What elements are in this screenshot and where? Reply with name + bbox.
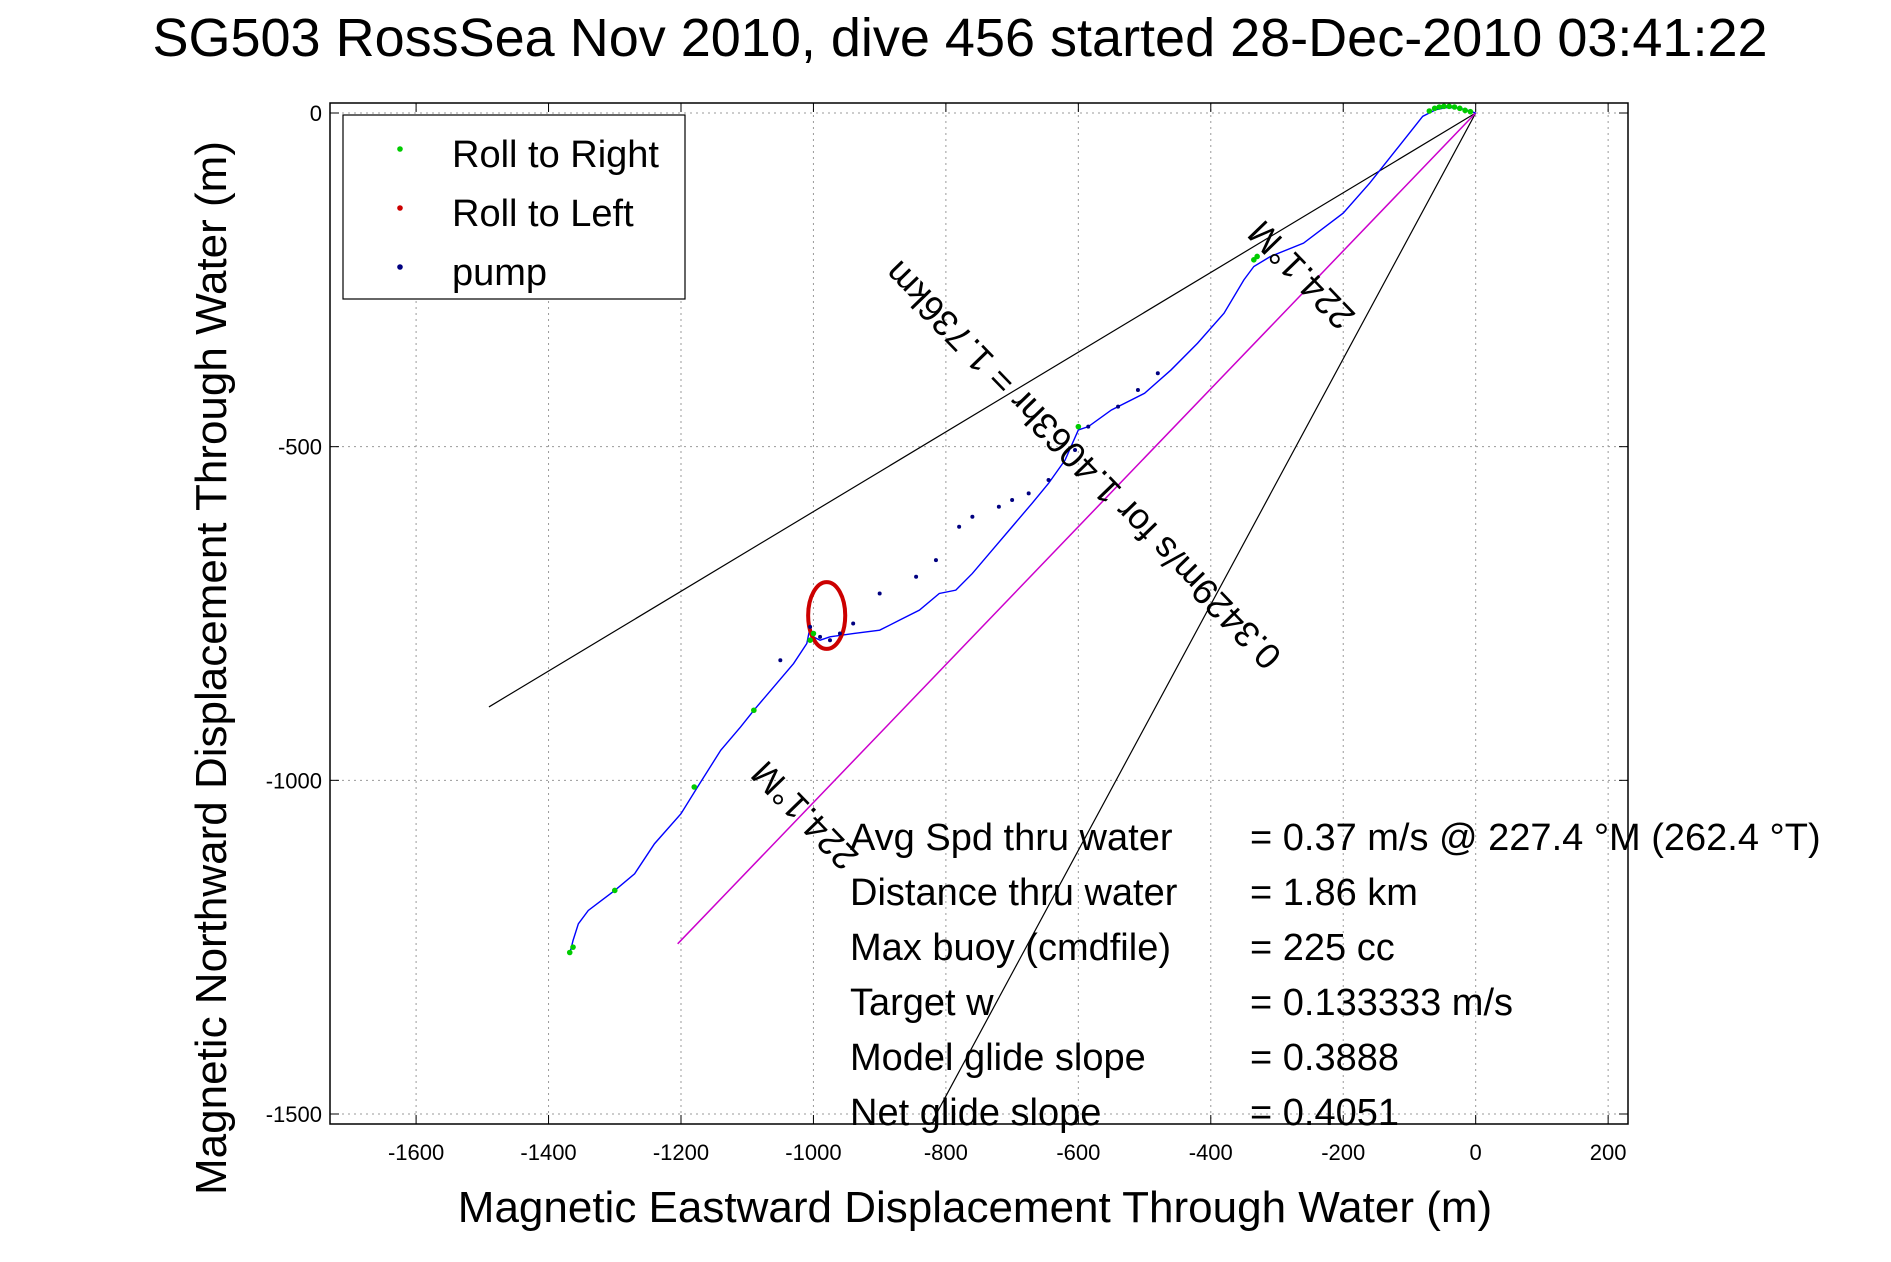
stat-value: = 225 cc [1250,927,1395,969]
legend-label: Roll to Left [452,193,634,235]
chart-title: SG503 RossSea Nov 2010, dive 456 started… [152,8,1767,68]
roll-right-point [751,707,757,714]
pump-point [1135,387,1140,392]
roll-right-point [570,944,576,950]
roll-right-point [810,630,817,637]
roll-right-point [1456,105,1463,112]
pump-point [1073,448,1078,453]
pump-point [837,631,842,636]
stat-value: = 0.133333 m/s [1250,982,1513,1024]
stat-value: = 1.86 km [1250,872,1418,914]
roll-right-point [1431,105,1438,112]
pump-point [1155,371,1160,376]
x-tick-label: -600 [1056,1140,1100,1165]
pump-point [877,591,882,596]
y-tick-label: -1500 [266,1102,322,1127]
roll-right-point [1436,104,1443,110]
legend-label: Roll to Right [452,134,659,176]
cone-line [488,112,1476,708]
stat-label: Net glide slope [850,1092,1101,1134]
roll-right-point [1446,103,1452,110]
legend: Roll to Right Roll to Left pump [342,114,686,300]
pump-point [957,524,962,529]
heading-line [677,112,1477,945]
pump-point [1116,404,1121,409]
pump-point [1086,424,1091,429]
stat-label: Distance thru water [850,872,1178,914]
stat-label: Target w [850,982,994,1024]
axis-ticks: -1600 -1400 -1200 -1000 -800 -600 -400 -200 0 200… [266,101,1628,1165]
pump-point [1046,478,1051,483]
roll-right-point [1467,108,1474,115]
pump-point [970,514,975,519]
stat-value: = 0.4051 [1250,1092,1399,1134]
pump-point [933,558,938,563]
stat-label: Max buoy (cmdfile) [850,927,1171,969]
stat-label: Model glide slope [850,1037,1146,1079]
x-tick-label: 0 [1470,1140,1482,1165]
x-tick-label: -1200 [653,1140,709,1165]
y-tick-label: 0 [310,101,322,126]
roll-right-point [1451,104,1458,110]
roll-right-point [1462,107,1468,114]
plot-frame [329,102,1629,1125]
grid [330,103,1628,1124]
legend-label: pump [452,252,547,294]
y-axis-label: Magnetic Northward Displacement Through … [187,141,236,1195]
roll-right-point [691,784,698,790]
y-tick-label: -500 [278,435,322,460]
x-tick-label: -400 [1189,1140,1233,1165]
roll-right-point [566,949,573,956]
cone-line [932,112,1477,1121]
legend-marker [397,205,403,211]
marker-layer [566,103,1474,956]
stat-label: Avg Spd thru water [850,817,1173,859]
roll-right-point [611,887,618,894]
pump-point [778,658,783,663]
pump-point [1026,491,1031,496]
roll-right-point [1251,257,1257,263]
roll-left-loop [806,580,848,651]
legend-marker [397,146,403,152]
x-axis-label: Magnetic Eastward Displacement Through W… [458,1183,1492,1232]
roll-right-point [1426,108,1433,114]
heading-annotation: 224.1°M [1240,213,1363,338]
legend-marker [397,264,403,270]
pump-point [914,574,919,579]
x-tick-label: -1400 [520,1140,576,1165]
pump-point [827,638,832,643]
pump-point [808,624,813,629]
track-layer [569,106,1476,955]
x-tick-label: -800 [924,1140,968,1165]
pump-point [996,504,1001,509]
x-tick-label: -1000 [785,1140,841,1165]
reference-lines [488,112,1477,1121]
roll-right-point [807,637,813,643]
track-line [569,106,1476,955]
heading-annotation: 224.1°M [743,753,866,878]
roll-right-point [1441,103,1447,110]
pump-point [851,621,856,626]
stats-panel: Avg Spd thru water = 0.37 m/s @ 227.4 °M … [850,817,1821,1134]
x-tick-label: 200 [1590,1140,1627,1165]
x-tick-label: -1600 [388,1140,444,1165]
stat-value: = 0.3888 [1250,1037,1399,1079]
pump-point [818,634,823,639]
stat-value: = 0.37 m/s @ 227.4 °M (262.4 °T) [1250,817,1821,859]
x-tick-label: -200 [1321,1140,1365,1165]
y-tick-label: -1000 [266,768,322,793]
heading-annotation: 0.3429m/s for 1.4063hr = 1.736km [876,253,1289,677]
pump-point [1010,498,1015,503]
roll-right-point [1075,423,1082,430]
